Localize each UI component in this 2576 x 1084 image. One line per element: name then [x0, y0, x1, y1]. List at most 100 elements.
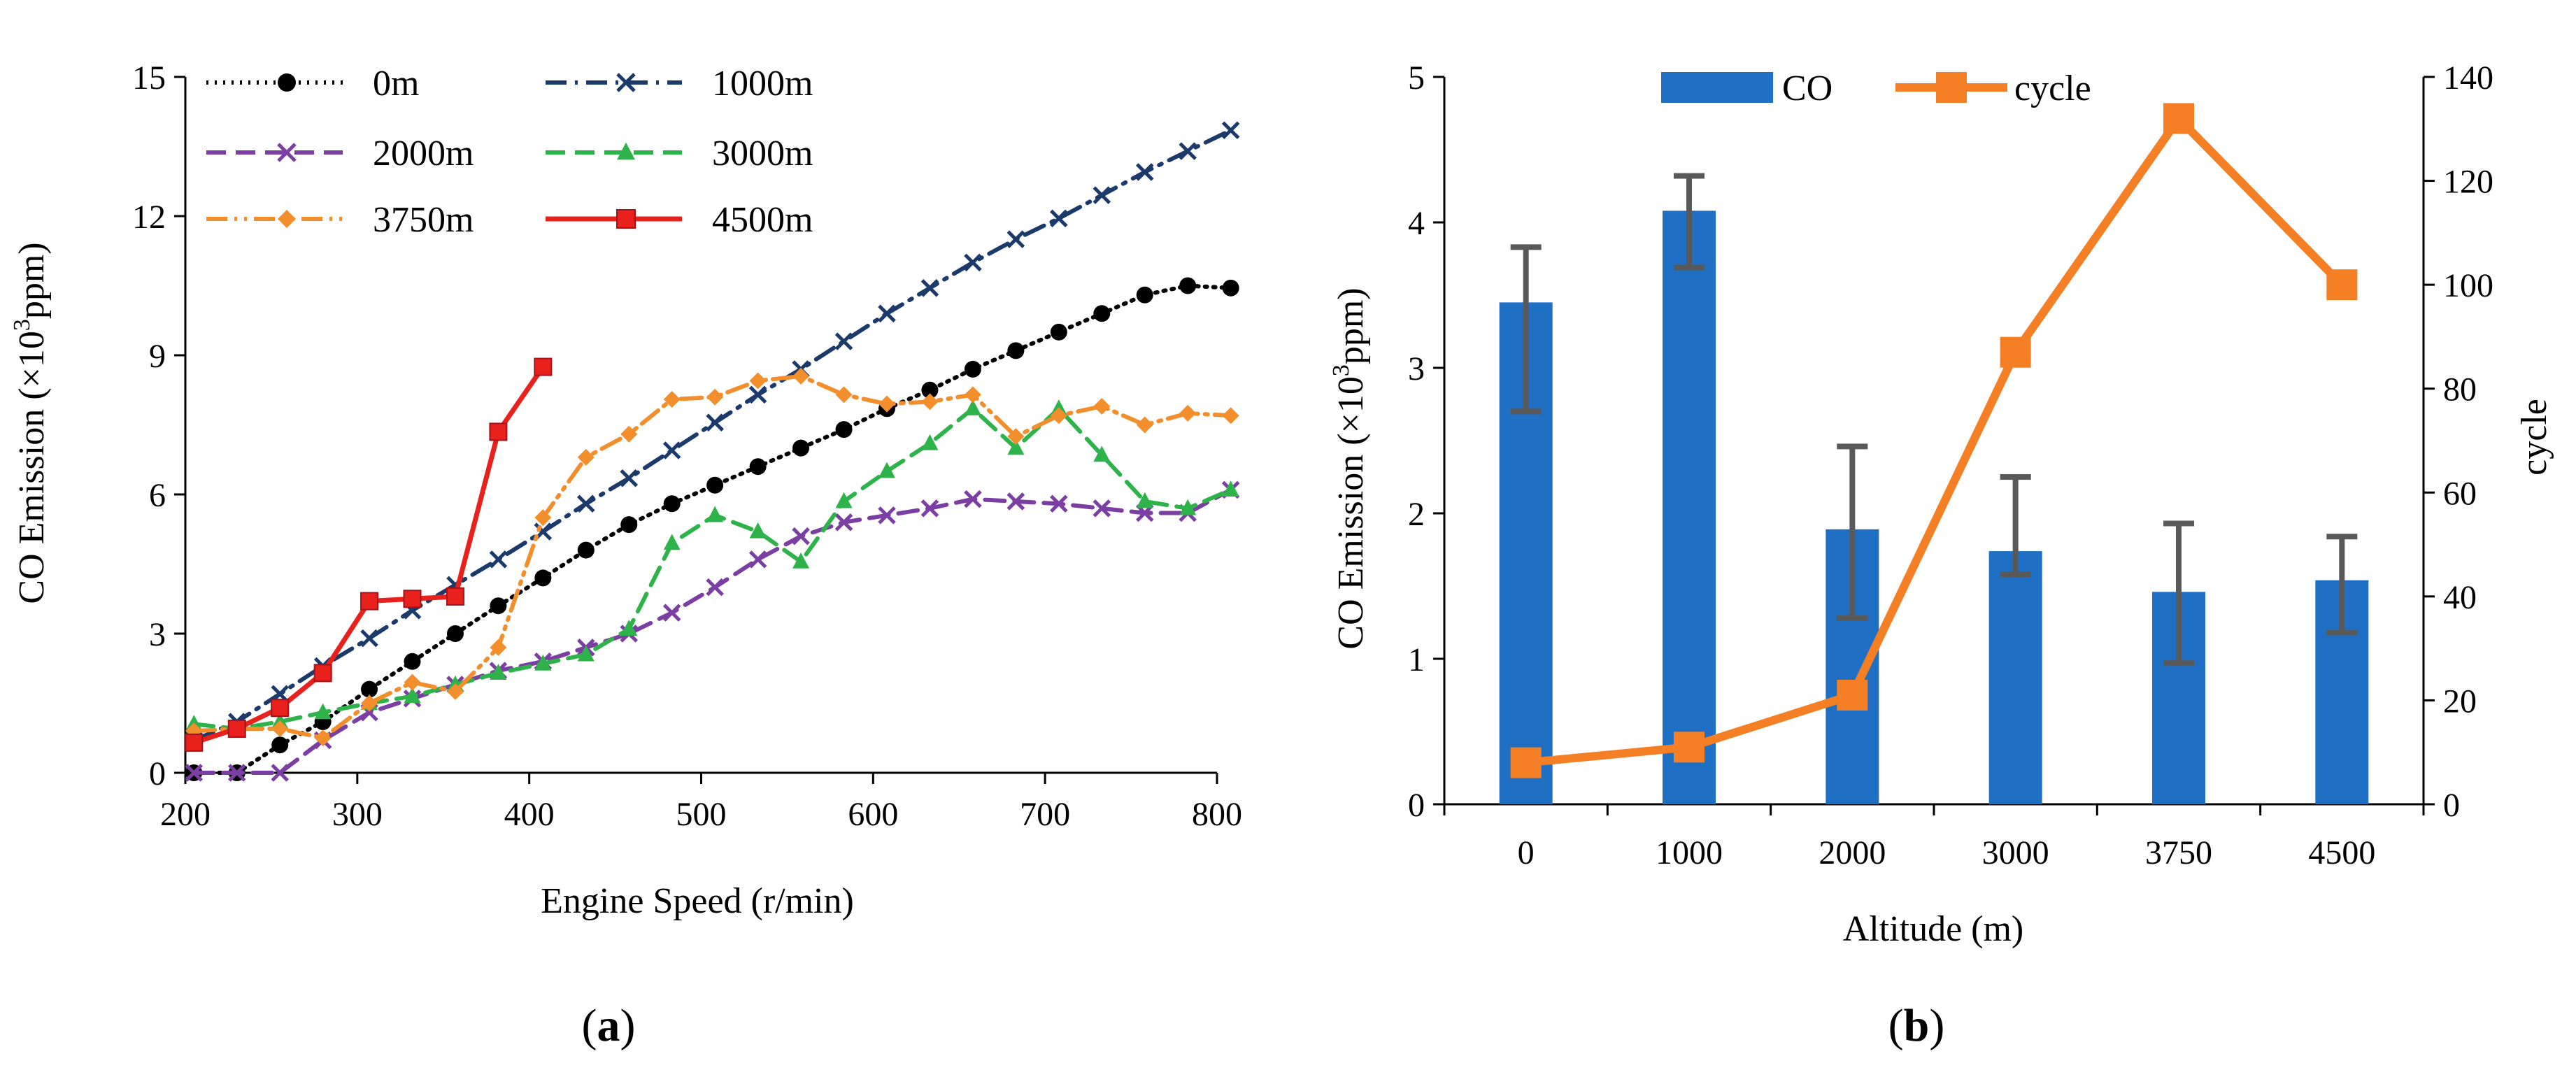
panel-b-x-tick-label: 4500: [2308, 834, 2375, 871]
panel-a-series: [185, 121, 1240, 782]
data-point-3750m: [749, 372, 767, 390]
series-line-3750m: [192, 373, 1233, 741]
data-point-3750m: [1222, 407, 1239, 425]
panel-b-y-tick-label-right: 20: [2443, 683, 2477, 720]
panel-b-y-tick-label-right: 140: [2443, 59, 2493, 97]
data-point-0m: [1093, 305, 1111, 322]
legend-swatch-marker: [1936, 72, 1967, 103]
data-point-3750m: [835, 386, 853, 404]
data-point-3750m: [620, 425, 638, 443]
panel-a-y-tick-label: 9: [149, 338, 166, 375]
data-point-3000m: [490, 664, 507, 680]
data-point-4500m: [185, 733, 204, 752]
data-point-3750m: [577, 448, 595, 466]
data-point-3750m: [1050, 407, 1067, 425]
panel-b-y-tick-label-right: 0: [2443, 787, 2460, 824]
legend-entry-0m: 0m: [206, 64, 419, 104]
panel-b-y-tick-label-right: 60: [2443, 475, 2477, 512]
data-point-1000m: [964, 253, 982, 272]
panel-a-x-tick-label: 300: [332, 796, 383, 833]
data-point-3000m: [749, 522, 767, 539]
panel-a-y-axis-label-unit: ppm): [12, 242, 52, 319]
error-bar-1000: [1674, 173, 1705, 271]
error-bar-3750: [2163, 520, 2194, 666]
data-point-3000m: [921, 434, 939, 450]
data-point-2000m: [878, 506, 896, 525]
panel-a-label: (a): [582, 1000, 636, 1051]
panel-a-y-tick-label: 6: [149, 477, 166, 514]
panel-a-axes: 200 300 400 500 600 700 800 0 3 6 9 12 15: [132, 59, 1242, 833]
data-point-3000m: [534, 654, 552, 671]
error-bar-0: [1510, 244, 1542, 415]
data-point-4500m: [446, 587, 464, 606]
panel-a-y-axis-label: CO Emission (×103ppm): [9, 242, 52, 604]
data-point-3750m: [1136, 416, 1153, 434]
data-point-3000m: [620, 620, 638, 636]
panel-b-axes: 0 1000 2000 3000 3750 4500 0 1 2 3 4 5 0 20 40 60 80 100 1…: [1408, 59, 2493, 871]
panel-a-x-tick-label: 200: [160, 796, 211, 833]
panel-a-x-tick-label: 800: [1192, 796, 1242, 833]
data-point-1000m: [1221, 121, 1240, 140]
data-point-3750m: [921, 393, 939, 411]
data-point-1000m: [920, 279, 939, 297]
data-point-1000m: [620, 469, 639, 487]
data-point-0m: [577, 541, 595, 559]
data-point-2000m: [920, 499, 939, 518]
data-point-3750m: [271, 720, 289, 737]
data-point-3750m: [404, 673, 421, 691]
legend-swatch-marker: [277, 143, 297, 162]
data-point-0m: [534, 569, 552, 587]
data-point-3000m: [706, 506, 724, 522]
panel-a-x-tick-label: 600: [848, 796, 898, 833]
panel-a-y-tick-label: 15: [132, 59, 166, 97]
data-point-4500m: [360, 592, 379, 611]
data-point-1000m: [1093, 186, 1111, 204]
data-point-3000m: [1179, 499, 1197, 515]
data-point-1000m: [1050, 209, 1068, 228]
panel-b-x-axis-label: Altitude (m): [1843, 909, 2024, 949]
data-point-0m: [404, 652, 421, 670]
data-point-3750m: [878, 395, 895, 413]
data-point-0m: [1179, 277, 1197, 294]
legend-swatch-marker: [617, 142, 635, 160]
data-point-1000m: [1135, 163, 1154, 181]
data-point-3000m: [1222, 480, 1239, 497]
series-0m: [185, 277, 1239, 781]
data-point-3000m: [835, 492, 853, 508]
legend-entry-CO: CO: [1661, 69, 1833, 108]
data-point-0m: [490, 597, 507, 615]
panel-a-y-tick-label: 12: [132, 199, 166, 236]
data-point-3750m: [1093, 397, 1111, 415]
data-point-2000m: [1006, 492, 1025, 511]
panel-b-x-tick-label: 3750: [2145, 834, 2212, 871]
panel-b-y-axis-label-left: CO Emission (×103ppm): [1328, 287, 1371, 649]
series-4500m: [185, 357, 553, 752]
data-point-3750m: [706, 388, 724, 406]
panel-b-x-tick-label: 1000: [1656, 834, 1723, 871]
legend-entry-1000m: 1000m: [546, 64, 813, 104]
panel-b-y-tick-label-right: 80: [2443, 371, 2477, 408]
legend-entry-cycle: cycle: [1895, 69, 2091, 108]
data-point-0m: [620, 516, 638, 534]
legend-label: 2000m: [373, 134, 474, 173]
data-point-2000m: [748, 550, 767, 569]
data-point-3000m: [1136, 492, 1153, 508]
data-point-2000m: [964, 490, 982, 508]
panel-b-y-axis-label-unit: ppm): [1331, 287, 1371, 364]
panel-b-error-bars: [1510, 173, 2358, 666]
panel-b-x-tick-label: 2000: [1819, 834, 1886, 871]
panel-b-label: (b): [1888, 1000, 1945, 1051]
legend-label: 3000m: [712, 134, 813, 173]
cycle-line: [1525, 114, 2345, 767]
data-point-0m: [663, 495, 681, 513]
data-point-3000m: [1093, 445, 1111, 462]
data-point-3750m: [361, 694, 378, 712]
data-point-0m: [1222, 279, 1239, 297]
data-point-2000m: [662, 604, 681, 622]
data-point-1000m: [878, 304, 896, 323]
data-point-3000m: [878, 462, 895, 478]
bar-3000: [1988, 551, 2042, 804]
data-point-2000m: [834, 513, 853, 532]
data-point-4500m: [227, 719, 246, 738]
data-point-1000m: [1179, 142, 1197, 160]
